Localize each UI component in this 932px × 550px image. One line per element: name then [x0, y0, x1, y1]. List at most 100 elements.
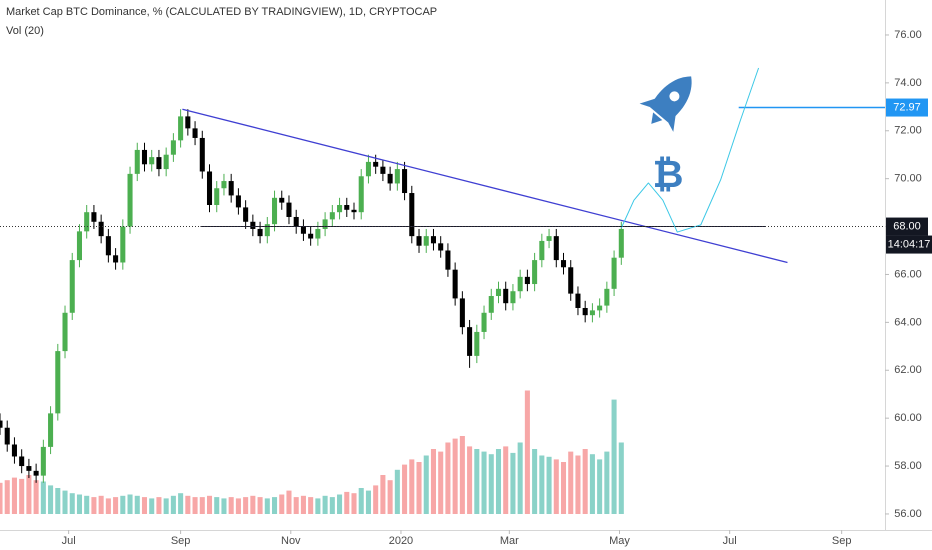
current-price-label: 68.00	[893, 220, 921, 232]
candle-body	[300, 226, 306, 234]
y-tick-label: 64.00	[894, 316, 922, 328]
volume-bar	[430, 449, 436, 514]
volume-bar	[351, 493, 357, 514]
y-tick-label: 70.00	[894, 173, 922, 185]
volume-bar	[178, 493, 184, 514]
candle-body	[272, 197, 278, 225]
projection-curve	[620, 67, 760, 233]
candle-body	[495, 288, 502, 297]
volume-bar	[62, 490, 68, 514]
candle-body	[488, 296, 494, 313]
candle-body	[192, 128, 198, 138]
candle-body	[597, 305, 603, 311]
candle-body	[221, 181, 227, 189]
volume-bar	[55, 488, 61, 514]
volume-bar	[279, 494, 285, 514]
volume-bar	[510, 452, 516, 514]
volume-bar	[33, 480, 39, 514]
volume-bar	[524, 390, 530, 514]
y-tick-label: 62.00	[894, 364, 922, 376]
volume-bar	[373, 485, 379, 514]
candle-body	[503, 288, 509, 304]
x-tick-label: Sep	[171, 535, 191, 547]
volume-bar	[329, 497, 335, 514]
volume-bar	[221, 498, 227, 514]
candle-body	[532, 260, 538, 285]
volume-bar	[438, 451, 444, 514]
volume-bar	[467, 446, 473, 514]
volume-bar	[300, 495, 306, 514]
volume-bar	[156, 497, 162, 514]
candle-body	[474, 331, 480, 356]
candle-body	[539, 240, 545, 261]
candle-body	[48, 413, 54, 447]
candle-body	[402, 169, 408, 194]
volume-bar	[560, 462, 567, 514]
volume-bar	[26, 475, 32, 514]
volume-bar	[98, 495, 104, 514]
target-price-label: 72.97	[893, 101, 921, 113]
y-tick-label: 72.00	[894, 125, 922, 137]
x-tick-label: 2020	[389, 535, 413, 547]
volume-bar	[409, 459, 415, 514]
y-tick-label: 66.00	[894, 268, 922, 280]
candle-body	[11, 444, 17, 457]
volume-bar	[91, 497, 97, 514]
volume-bar	[113, 497, 119, 514]
volume-bar	[337, 494, 343, 514]
candle-body	[55, 351, 61, 414]
candle-body	[380, 166, 386, 174]
volume-bar	[308, 497, 314, 514]
volume-bar	[618, 442, 624, 514]
volume-bar	[344, 491, 350, 514]
target-price-tag	[886, 98, 928, 117]
volume-bar	[286, 490, 292, 514]
countdown-label: 14:04:17	[888, 238, 931, 250]
volume-bar	[243, 497, 249, 514]
y-tick-label: 76.00	[894, 29, 922, 41]
y-tick-label: 58.00	[894, 460, 922, 472]
y-tick-label: 56.00	[894, 508, 922, 520]
volume-indicator-label: Vol (20)	[6, 25, 44, 37]
candle-body	[0, 420, 3, 428]
candle-body	[315, 228, 321, 239]
candle-body	[91, 212, 97, 222]
volume-bar	[423, 455, 429, 514]
volume-bar	[40, 481, 46, 514]
volume-bar	[134, 495, 140, 514]
volume-bar	[539, 455, 545, 514]
current-price-tag	[886, 217, 928, 236]
volume-bar	[488, 454, 494, 514]
volume-bar	[214, 497, 220, 514]
candle-body	[40, 446, 46, 476]
volume-bar	[495, 449, 502, 514]
candle-body	[344, 205, 350, 210]
volume-bar	[76, 494, 82, 514]
x-tick-label: Mar	[500, 535, 519, 547]
volume-bar	[105, 498, 111, 514]
volume-bar	[358, 488, 364, 514]
volume-bar	[568, 451, 574, 514]
candle-body	[156, 157, 162, 170]
volume-bar	[553, 459, 559, 514]
candle-body	[510, 291, 516, 304]
volume-bar	[365, 490, 371, 514]
candle-body	[560, 260, 567, 268]
candle-body	[98, 221, 104, 237]
volume-bar	[416, 462, 422, 514]
x-tick-label: May	[609, 535, 630, 547]
volume-bar	[11, 477, 17, 514]
chart-title: Market Cap BTC Dominance, % (CALCULATED …	[6, 6, 437, 18]
volume-bar	[604, 451, 610, 514]
candle-body	[524, 276, 530, 285]
candle-body	[409, 193, 415, 237]
y-tick-label: 60.00	[894, 412, 922, 424]
candle-body	[481, 312, 487, 332]
candle-body	[235, 195, 241, 208]
candle-body	[214, 188, 220, 206]
volume-bar	[387, 480, 393, 514]
candle-body	[84, 212, 90, 232]
candle-body	[467, 327, 473, 356]
candle-body	[149, 157, 155, 165]
